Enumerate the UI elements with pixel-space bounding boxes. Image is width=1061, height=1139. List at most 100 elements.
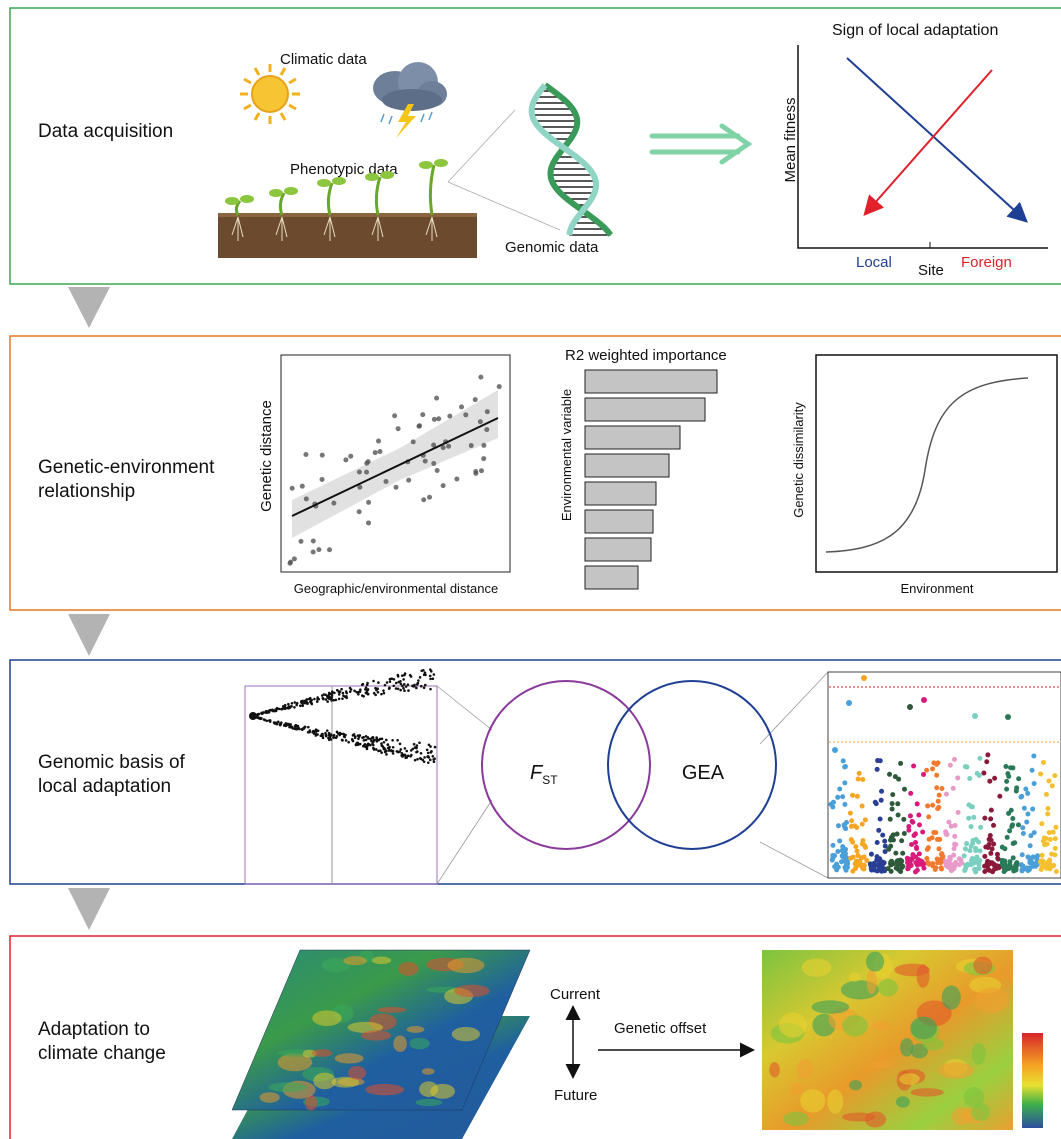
blob [923, 1038, 944, 1050]
point [878, 758, 883, 763]
point [291, 702, 294, 705]
point [944, 792, 949, 797]
sun-ray [289, 79, 296, 83]
point [382, 689, 385, 692]
blob [917, 964, 930, 988]
leaf [332, 177, 346, 185]
blob [842, 1113, 876, 1122]
blob [789, 1083, 804, 1095]
point [373, 450, 378, 455]
point [353, 690, 356, 693]
point [850, 840, 855, 845]
point [953, 860, 958, 865]
point [404, 672, 407, 675]
point [432, 417, 437, 422]
curve-box [816, 355, 1057, 572]
point [311, 538, 316, 543]
point [364, 470, 369, 475]
point [373, 692, 376, 695]
caption: Future [554, 1087, 597, 1104]
point [830, 853, 835, 858]
blob [407, 1026, 425, 1033]
point [908, 791, 913, 796]
point [1004, 787, 1009, 792]
caption: Current [550, 986, 601, 1003]
point [952, 834, 957, 839]
caption: Genetic offset [614, 1020, 707, 1037]
point [301, 704, 304, 707]
point [982, 864, 987, 869]
point [300, 484, 305, 489]
point [342, 694, 345, 697]
point [421, 497, 426, 502]
point [935, 857, 940, 862]
blob [849, 1080, 862, 1090]
panel-label: relationship [38, 481, 135, 502]
point [842, 780, 847, 785]
point [335, 736, 338, 739]
double-arrow [652, 126, 748, 162]
point [1019, 794, 1024, 799]
legend-foreign: Foreign [961, 254, 1012, 271]
point [349, 687, 352, 690]
point [893, 851, 898, 856]
point [293, 706, 296, 709]
point [958, 858, 963, 863]
point [1024, 819, 1029, 824]
y-axis-label: Mean fitness [782, 97, 799, 182]
point [981, 771, 986, 776]
point [429, 678, 432, 681]
point [413, 743, 416, 746]
point [962, 853, 967, 858]
point [296, 702, 299, 705]
blob [866, 952, 884, 972]
confidence-band [292, 390, 498, 538]
point [381, 738, 384, 741]
point [948, 856, 953, 861]
point [268, 719, 271, 722]
axes [798, 45, 1048, 248]
point [977, 866, 982, 871]
point [433, 761, 436, 764]
point [1025, 791, 1030, 796]
leaf [434, 159, 448, 167]
point [397, 674, 400, 677]
point [388, 749, 391, 752]
point [989, 838, 994, 843]
point [384, 684, 387, 687]
leaf [240, 195, 254, 203]
point [392, 746, 395, 749]
point [977, 848, 982, 853]
point [875, 767, 880, 772]
blob [783, 1112, 809, 1126]
point [1052, 773, 1057, 778]
point [1046, 860, 1051, 865]
blob [938, 1062, 974, 1078]
point [908, 813, 913, 818]
outlier [861, 675, 867, 681]
point [910, 852, 915, 857]
point [978, 825, 983, 830]
point [1039, 864, 1044, 869]
point [936, 805, 941, 810]
point [393, 678, 396, 681]
point [359, 690, 362, 693]
point [287, 703, 290, 706]
point [433, 673, 436, 676]
soil-top [218, 213, 477, 217]
point [320, 453, 325, 458]
point [955, 775, 960, 780]
point [289, 723, 292, 726]
point [1027, 867, 1032, 872]
point [1011, 855, 1016, 860]
point [915, 868, 920, 873]
point [969, 804, 974, 809]
point [988, 833, 993, 838]
panel-label: Adaptation to [38, 1019, 150, 1040]
point [389, 678, 392, 681]
point [1030, 807, 1035, 812]
sun-ray [289, 105, 296, 109]
sun-ray [255, 68, 259, 75]
point [934, 773, 939, 778]
blob [975, 988, 1009, 1014]
